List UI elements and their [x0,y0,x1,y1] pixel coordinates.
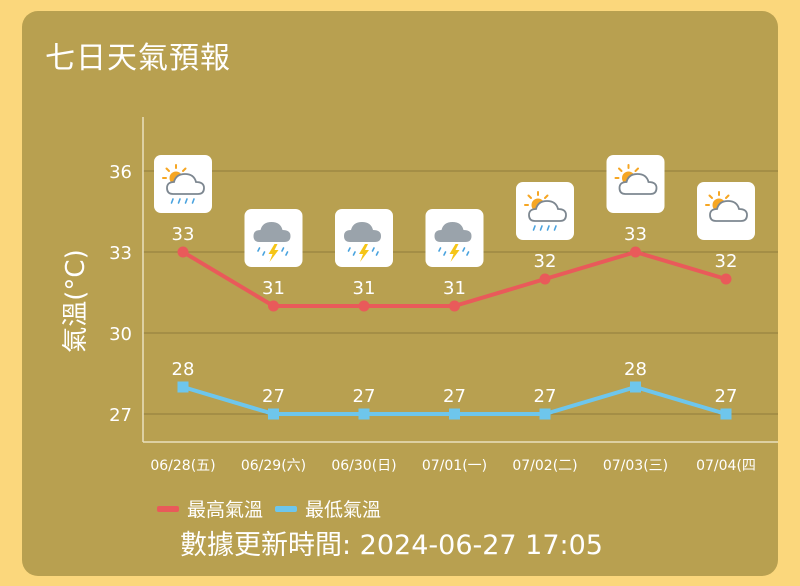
x-tick-label: 06/29(六) [241,458,306,474]
data-point-min [358,408,370,420]
legend-label-min: 最低氣溫 [305,499,382,521]
legend-swatch-max [157,505,179,512]
x-tick-label: 06/28(五) [150,458,215,474]
legend-swatch-min [275,505,298,512]
data-label-min: 27 [353,386,376,407]
data-label-max: 31 [262,278,285,299]
data-point-max [358,300,370,312]
partly-cloudy-icon [697,182,755,240]
y-tick-label: 30 [109,324,132,345]
data-label-min: 28 [624,359,647,380]
data-label-max: 31 [353,278,376,299]
data-label-min: 27 [262,386,285,407]
data-point-min [449,408,460,420]
data-label-max: 32 [715,251,738,272]
data-point-max [630,246,641,258]
update-time: 數據更新時間: 2024-06-27 17:05 [180,530,603,561]
partly-cloudy-rain-icon [516,182,574,240]
temperature-chart: 27 30 33 36 氣溫(°C) 06/28(五) 06/29(六) 06/30(日) 07… [61,117,778,474]
data-label-max: 31 [443,278,466,299]
data-label-max: 33 [624,224,647,245]
data-label-min: 27 [443,386,466,407]
x-tick-label: 07/01(一) [422,458,487,474]
data-point-min [539,408,551,420]
data-point-min [177,381,189,393]
x-tick-label: 07/02(二) [512,458,577,474]
thunderstorm-icon [425,209,484,267]
data-point-max [720,273,732,285]
data-label-min: 27 [534,386,557,407]
data-point-max [268,300,279,312]
data-point-max [177,246,189,258]
data-point-max [539,273,551,285]
data-point-max [449,300,460,312]
legend: 最高氣溫 最低氣溫 [157,495,393,522]
data-label-min: 27 [715,386,738,407]
partly-cloudy-rain-icon [154,155,212,213]
x-tick-label: 07/03(三) [603,458,668,474]
y-tick-label: 33 [109,243,132,264]
partly-cloudy-icon [606,155,665,213]
legend-item-max: 最高氣溫 [157,495,263,522]
y-tick-label: 36 [109,162,132,183]
forecast-card: 七日天氣預報 27 30 33 36 氣溫(°C) 06/28(五) 06/29(六) 06/… [22,11,778,576]
data-label-max: 32 [534,251,557,272]
y-axis-label: 氣溫(°C) [61,249,91,352]
x-tick-label: 07/04(四 [696,458,756,474]
data-point-min [720,408,732,420]
data-point-min [268,408,279,420]
data-point-min [630,381,641,393]
legend-label-max: 最高氣溫 [187,499,264,521]
x-tick-label: 06/30(日) [331,458,396,474]
thunderstorm-icon [244,209,303,267]
thunderstorm-icon [335,209,393,267]
data-label-min: 28 [172,359,195,380]
y-tick-label: 27 [109,405,132,426]
page-title: 七日天氣預報 [45,41,231,76]
legend-item-min: 最低氣溫 [275,495,381,522]
data-label-max: 33 [172,224,195,245]
